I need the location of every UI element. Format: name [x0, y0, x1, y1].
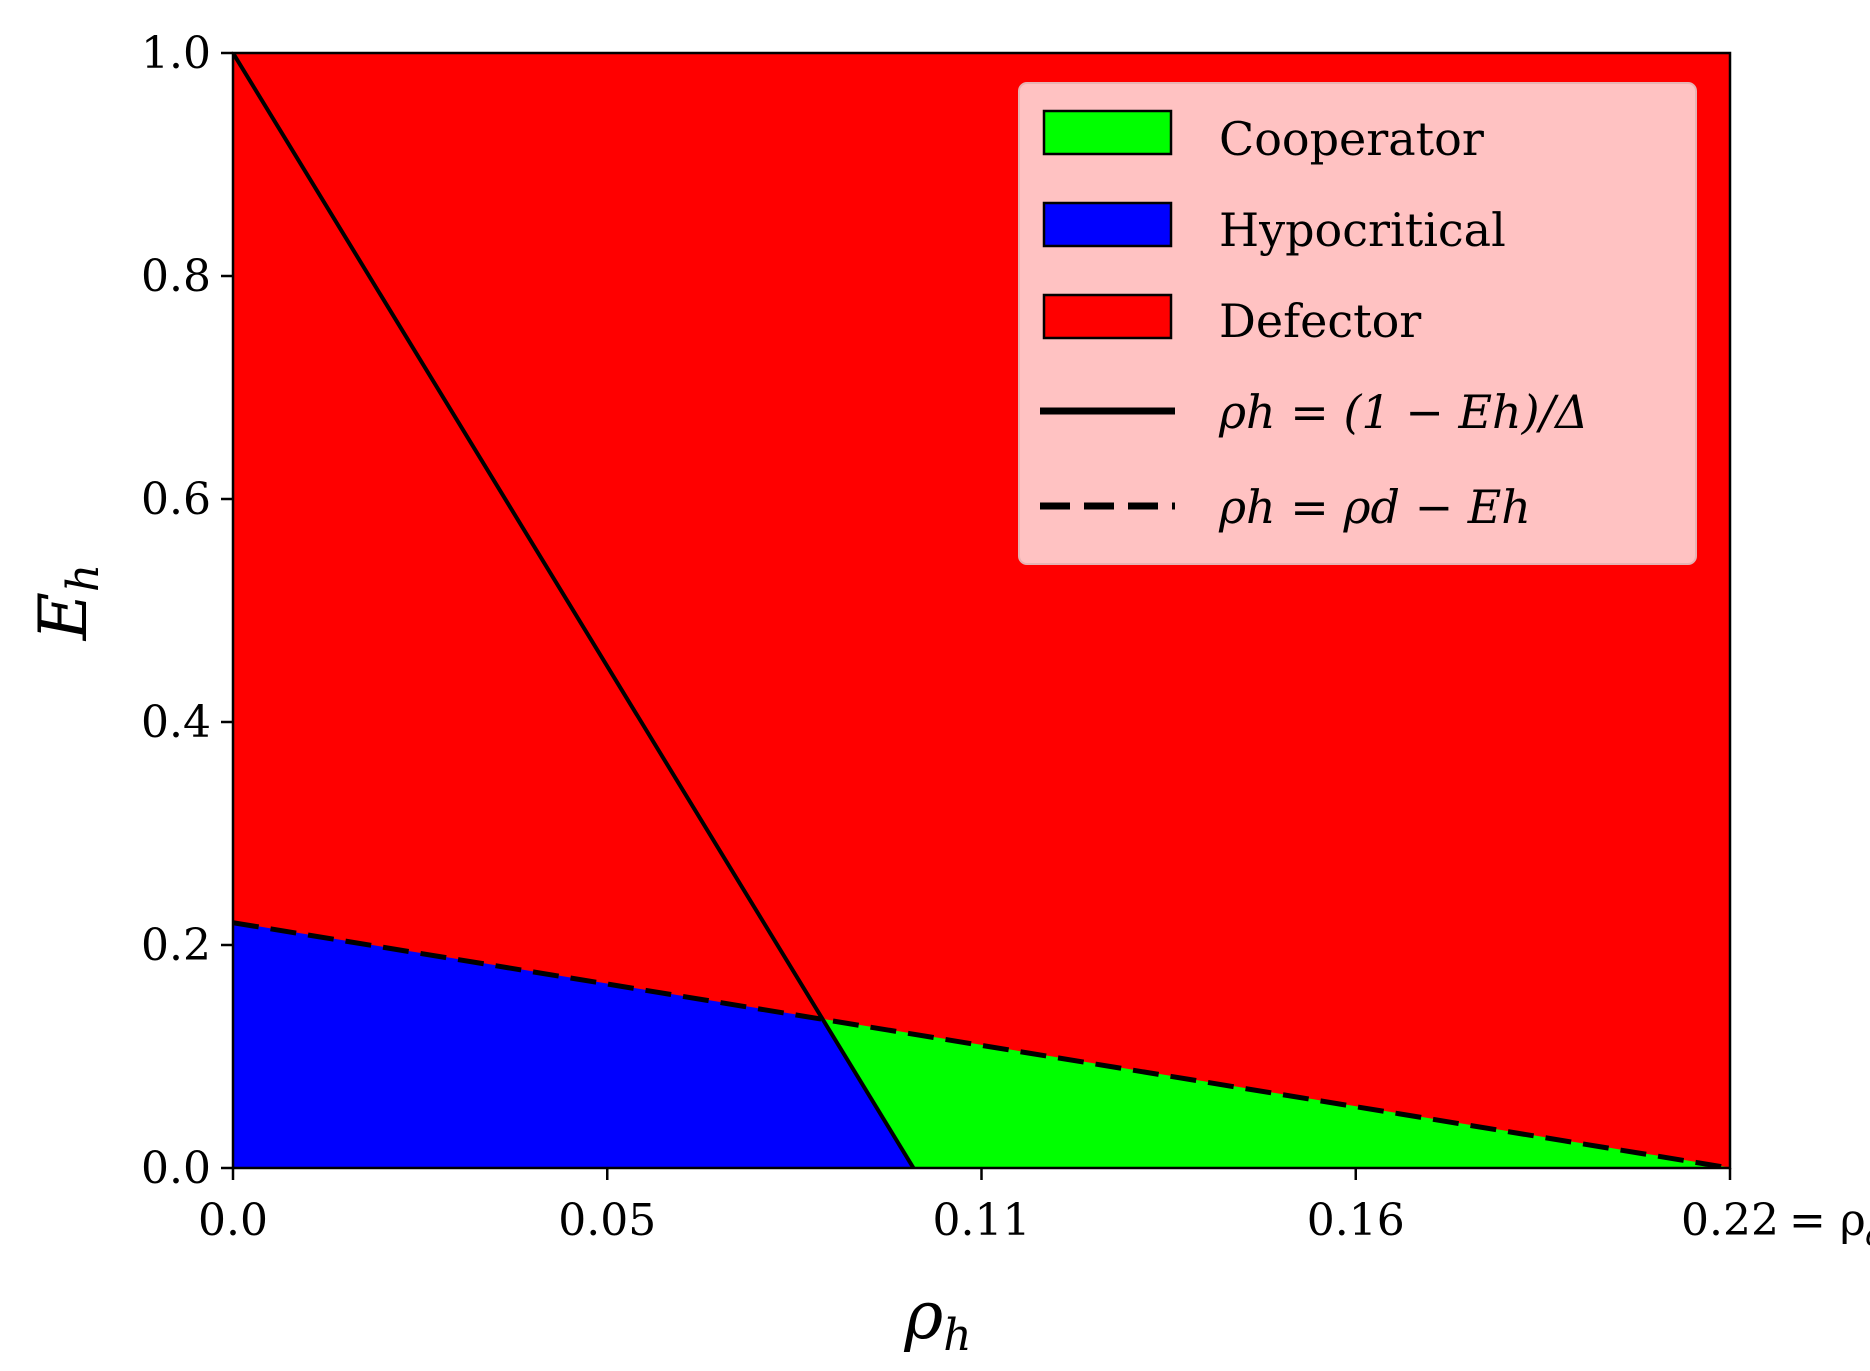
legend-label-defector: Defector	[1219, 294, 1421, 348]
legend: Cooperator Hypocritical Defector ρh = (1…	[1018, 82, 1697, 565]
y-axis-label: Eh	[25, 564, 109, 642]
legend-box	[1018, 82, 1697, 565]
dashed-boundary-line	[233, 920, 1730, 1168]
y-tick-label: 1.0	[141, 28, 211, 79]
x-axis-label: ρh	[903, 1277, 971, 1361]
y-tick-label: 0.0	[141, 1143, 211, 1194]
x-tick-label: 0.11	[933, 1195, 1031, 1246]
legend-swatch-defector	[1042, 293, 1173, 340]
x-tick-label: 0.0	[198, 1195, 268, 1246]
legend-label-hypocritical: Hypocritical	[1219, 203, 1506, 257]
legend-label-dashed-line: ρh = ρd − Eh	[1218, 480, 1531, 534]
x-tick-label: 0.05	[558, 1195, 656, 1246]
y-axis: 0.0 0.2 0.4 0.6 0.8 1.0	[141, 28, 233, 1194]
legend-swatch-cooperator	[1042, 109, 1173, 156]
lines-layer	[233, 53, 1730, 1168]
x-axis: 0.0 0.05 0.11 0.16 0.22= ρd	[198, 1168, 1870, 1253]
legend-swatch-hypocritical	[1042, 201, 1173, 248]
x-tick-label-suffix: = ρd	[1789, 1195, 1870, 1253]
y-tick-label: 0.4	[141, 697, 211, 748]
y-tick-label: 0.2	[141, 920, 211, 971]
y-tick-label: 0.6	[141, 474, 211, 525]
x-tick-label: 0.16	[1307, 1195, 1405, 1246]
solid-boundary-line	[233, 53, 916, 1168]
x-tick-label: 0.22	[1681, 1195, 1779, 1246]
legend-label-solid-line: ρh = (1 − Eh)/Δ	[1218, 385, 1588, 439]
y-tick-label: 0.8	[141, 251, 211, 302]
legend-label-cooperator: Cooperator	[1219, 112, 1484, 166]
